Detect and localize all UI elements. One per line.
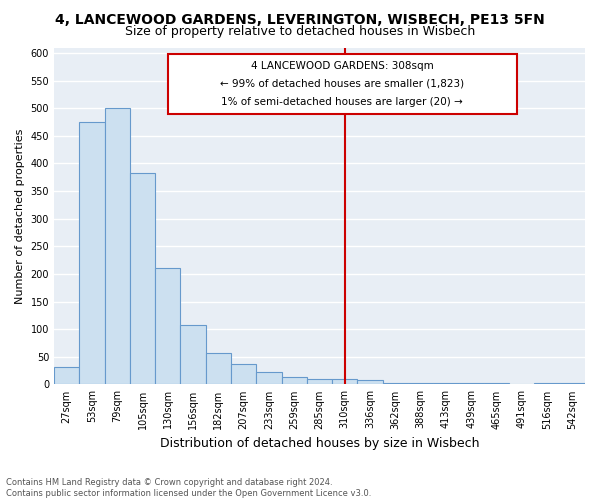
Bar [104, 108, 130, 384]
Bar [130, 174, 155, 384]
Text: Contains HM Land Registry data © Crown copyright and database right 2024.
Contai: Contains HM Land Registry data © Crown c… [6, 478, 371, 498]
Bar [307, 379, 332, 384]
Y-axis label: Number of detached properties: Number of detached properties [15, 128, 25, 304]
Bar [256, 372, 281, 384]
Bar [181, 326, 206, 384]
Text: 4, LANCEWOOD GARDENS, LEVERINGTON, WISBECH, PE13 5FN: 4, LANCEWOOD GARDENS, LEVERINGTON, WISBE… [55, 12, 545, 26]
Bar [206, 353, 231, 384]
Bar [433, 383, 458, 384]
Text: 1% of semi-detached houses are larger (20) →: 1% of semi-detached houses are larger (2… [221, 97, 463, 107]
Bar [332, 379, 358, 384]
Bar [383, 383, 408, 384]
Bar [79, 122, 104, 384]
X-axis label: Distribution of detached houses by size in Wisbech: Distribution of detached houses by size … [160, 437, 479, 450]
Bar [231, 364, 256, 384]
Bar [155, 268, 181, 384]
Bar [54, 367, 79, 384]
Bar [408, 383, 433, 384]
Text: 4 LANCEWOOD GARDENS: 308sqm: 4 LANCEWOOD GARDENS: 308sqm [251, 61, 434, 71]
Bar [358, 380, 383, 384]
Text: ← 99% of detached houses are smaller (1,823): ← 99% of detached houses are smaller (1,… [220, 79, 464, 89]
FancyBboxPatch shape [168, 54, 517, 114]
Bar [281, 378, 307, 384]
Text: Size of property relative to detached houses in Wisbech: Size of property relative to detached ho… [125, 25, 475, 38]
